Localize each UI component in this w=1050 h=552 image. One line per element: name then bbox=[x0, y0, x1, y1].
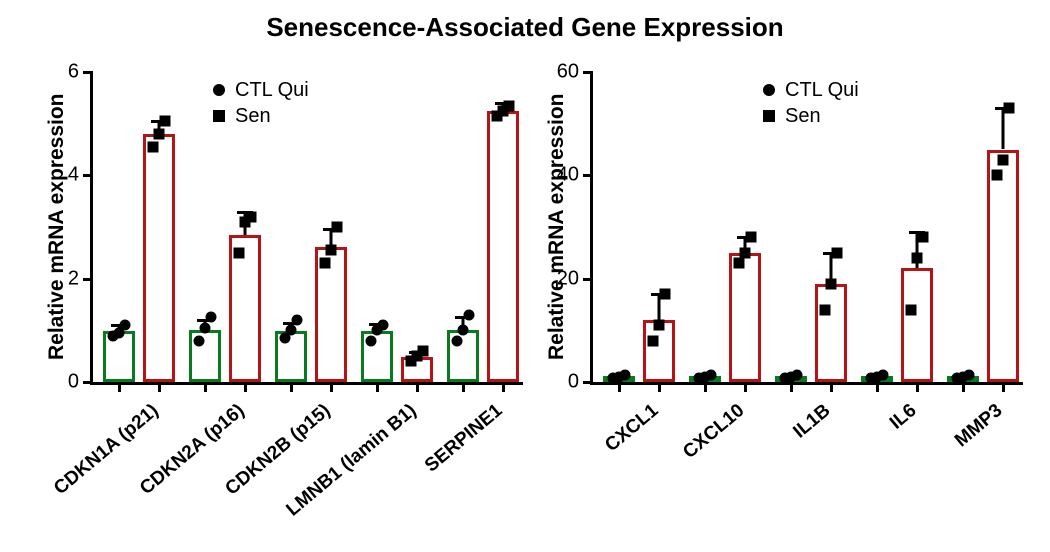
ytick-label: 4 bbox=[68, 164, 93, 187]
x-category-label: IL6 bbox=[746, 400, 921, 552]
data-point-ctl bbox=[458, 325, 469, 336]
plot-area: 0204060Relative mRNA expressionCTL QuiSe… bbox=[590, 72, 1023, 385]
square-marker-icon bbox=[213, 110, 225, 122]
bar-sen bbox=[987, 150, 1019, 383]
y-axis-title: Relative mRNA expression bbox=[545, 94, 569, 361]
x-category-label: CXCL10 bbox=[574, 400, 749, 552]
data-point-sen bbox=[654, 320, 665, 331]
panel-left: 0246Relative mRNA expressionCTL QuiSenCD… bbox=[90, 72, 520, 542]
data-point-sen bbox=[746, 232, 757, 243]
data-point-sen bbox=[912, 253, 923, 264]
bar-sen bbox=[729, 253, 761, 382]
figure: Senescence-Associated Gene Expression 02… bbox=[0, 0, 1050, 541]
data-point-sen bbox=[1004, 103, 1015, 114]
ytick-label: 60 bbox=[557, 61, 593, 84]
data-point-sen bbox=[648, 335, 659, 346]
data-point-sen bbox=[832, 247, 843, 258]
data-point-ctl bbox=[964, 370, 975, 381]
bar-sen bbox=[815, 284, 847, 382]
legend-label: CTL Qui bbox=[785, 79, 859, 102]
square-marker-icon bbox=[763, 110, 775, 122]
data-point-sen bbox=[148, 141, 159, 152]
legend-item: CTL Qui bbox=[213, 77, 309, 103]
legend: CTL Qui Sen bbox=[213, 77, 309, 129]
x-category-label: MMP3 bbox=[832, 400, 1007, 552]
data-point-ctl bbox=[120, 320, 131, 331]
x-category-label: CDKN2B (p15) bbox=[160, 400, 335, 552]
data-point-sen bbox=[234, 247, 245, 258]
data-point-sen bbox=[660, 289, 671, 300]
data-point-sen bbox=[918, 232, 929, 243]
data-point-sen bbox=[998, 154, 1009, 165]
data-point-sen bbox=[160, 116, 171, 127]
circle-marker-icon bbox=[213, 84, 225, 96]
data-point-ctl bbox=[878, 370, 889, 381]
data-point-sen bbox=[826, 278, 837, 289]
data-point-ctl bbox=[292, 315, 303, 326]
data-point-sen bbox=[740, 247, 751, 258]
x-category-label: LMNB1 (lamin B1) bbox=[246, 400, 421, 552]
data-point-sen bbox=[992, 170, 1003, 181]
panel-right: 0204060Relative mRNA expressionCTL QuiSe… bbox=[590, 72, 1020, 542]
legend: CTL Qui Sen bbox=[763, 77, 859, 129]
ytick-label: 6 bbox=[68, 61, 93, 84]
x-category-label: IL1B bbox=[660, 400, 835, 552]
data-point-ctl bbox=[206, 312, 217, 323]
figure-title: Senescence-Associated Gene Expression bbox=[0, 12, 1050, 43]
data-point-sen bbox=[326, 245, 337, 256]
x-category-label: CDKN2A (p16) bbox=[74, 400, 249, 552]
circle-marker-icon bbox=[763, 84, 775, 96]
data-point-sen bbox=[504, 100, 515, 111]
bar-sen bbox=[901, 268, 933, 382]
legend-label: CTL Qui bbox=[235, 79, 309, 102]
data-point-sen bbox=[154, 129, 165, 140]
data-point-ctl bbox=[200, 322, 211, 333]
ytick-label: 0 bbox=[68, 371, 93, 394]
data-point-sen bbox=[906, 304, 917, 315]
data-point-ctl bbox=[464, 309, 475, 320]
y-axis-title: Relative mRNA expression bbox=[45, 94, 69, 361]
legend-label: Sen bbox=[785, 105, 821, 128]
legend-label: Sen bbox=[235, 105, 271, 128]
plot-area: 0246Relative mRNA expressionCTL QuiSenCD… bbox=[90, 72, 523, 385]
data-point-ctl bbox=[378, 320, 389, 331]
data-point-sen bbox=[332, 222, 343, 233]
data-point-ctl bbox=[194, 335, 205, 346]
data-point-ctl bbox=[366, 335, 377, 346]
data-point-sen bbox=[734, 258, 745, 269]
ytick-label: 2 bbox=[68, 267, 93, 290]
data-point-sen bbox=[246, 211, 257, 222]
data-point-ctl bbox=[620, 370, 631, 381]
legend-item: Sen bbox=[763, 103, 859, 129]
data-point-ctl bbox=[452, 335, 463, 346]
data-point-sen bbox=[418, 346, 429, 357]
bar-sen bbox=[487, 111, 519, 382]
data-point-sen bbox=[320, 258, 331, 269]
bar-sen bbox=[143, 134, 175, 382]
x-category-label: SERPINE1 bbox=[332, 400, 507, 552]
data-point-ctl bbox=[286, 325, 297, 336]
legend-item: CTL Qui bbox=[763, 77, 859, 103]
legend-item: Sen bbox=[213, 103, 309, 129]
data-point-ctl bbox=[792, 370, 803, 381]
data-point-sen bbox=[820, 304, 831, 315]
ytick-label: 0 bbox=[568, 371, 593, 394]
data-point-ctl bbox=[706, 370, 717, 381]
